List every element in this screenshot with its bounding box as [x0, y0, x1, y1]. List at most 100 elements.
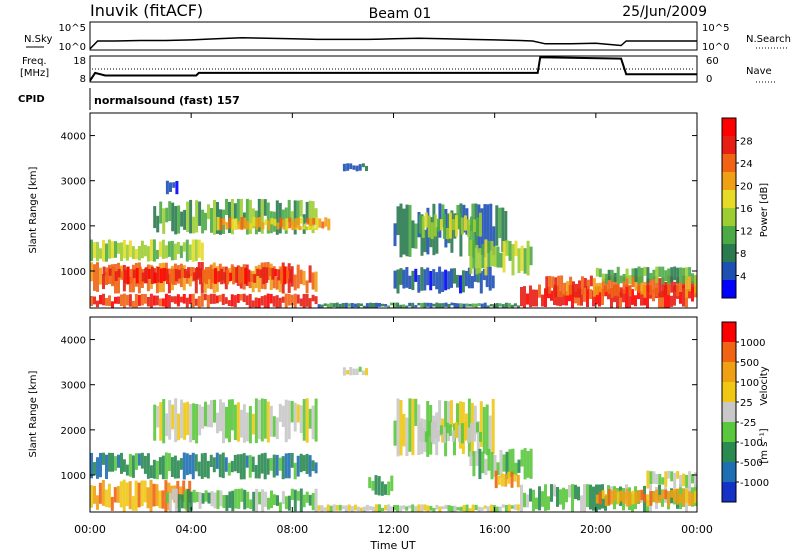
scatter-cell [694, 472, 697, 488]
scatter-cell [239, 409, 243, 438]
scatter-cell [188, 454, 192, 475]
scatter-cell [634, 295, 637, 307]
scatter-cell [634, 268, 638, 282]
scatter-cell [510, 471, 514, 488]
scatter-cell [451, 219, 455, 230]
scatter-cell [257, 399, 261, 440]
scatter-cell [177, 269, 181, 279]
scatter-cell [290, 453, 294, 468]
scatter-cell [314, 208, 318, 225]
scatter-cell [90, 452, 93, 479]
scatter-cell [315, 217, 319, 231]
scatter-cell [583, 484, 586, 512]
scatter-cell [435, 504, 439, 510]
scatter-cell [281, 209, 285, 228]
scatter-cell [498, 506, 502, 512]
scatter-cell [417, 504, 421, 512]
scatter-cell [467, 219, 470, 237]
scatter-cell [471, 303, 475, 308]
scatter-cell [505, 240, 509, 256]
scatter-cell [335, 505, 339, 511]
scatter-cell [504, 474, 508, 487]
scatter-cell [263, 452, 267, 480]
scatter-cell [673, 285, 676, 306]
scatter-cell [619, 291, 622, 308]
scatter-cell [108, 268, 112, 276]
scatter-cell [368, 477, 372, 489]
scatter-cell [234, 218, 238, 230]
scatter-cell [275, 200, 279, 235]
power-y-ticks: 4000 3000 2000 1000 [61, 132, 697, 278]
x-tick-label: 00:00 [74, 523, 106, 536]
scatter-cell [332, 504, 336, 511]
colorbar-tick-label: 20 [740, 182, 753, 193]
scatter-cell [215, 452, 219, 469]
colorbar-segment [722, 342, 736, 363]
colorbar-segment [722, 154, 736, 173]
scatter-cell [399, 505, 403, 512]
scatter-cell [649, 272, 653, 281]
scatter-cell [447, 303, 451, 308]
scatter-cell [182, 452, 186, 480]
scatter-cell [414, 398, 418, 426]
scatter-cell [232, 266, 236, 285]
scatter-cell [580, 495, 583, 512]
scatter-cell [174, 398, 178, 443]
scatter-cell [495, 303, 499, 308]
scatter-cell [183, 269, 187, 278]
scatter-cell [122, 479, 126, 512]
scatter-cell [282, 219, 286, 230]
scatter-cell [327, 218, 331, 231]
scatter-cell [123, 269, 127, 284]
scatter-cell [640, 267, 644, 283]
scatter-cell [442, 214, 446, 239]
scatter-cell [523, 286, 526, 308]
scatter-cell [167, 241, 171, 257]
scatter-cell [290, 294, 294, 306]
scatter-cell [346, 163, 350, 171]
scatter-cell [346, 370, 350, 375]
scatter-cell [242, 293, 246, 303]
scatter-cell [102, 266, 106, 276]
scatter-cell [146, 453, 150, 479]
scatter-cell [299, 405, 303, 433]
scatter-cell [372, 303, 375, 308]
scatter-cell [667, 491, 671, 507]
scatter-cell [254, 465, 258, 479]
scatter-cell [445, 422, 449, 434]
scatter-cell [643, 494, 647, 503]
scatter-cell [194, 268, 198, 294]
scatter-cell [628, 492, 632, 506]
scatter-cell [263, 295, 267, 308]
scatter-cell [502, 241, 506, 273]
scatter-cell [355, 165, 359, 172]
scatter-cell [128, 294, 132, 307]
scatter-cell [640, 291, 643, 306]
colorbar-segment [722, 226, 736, 245]
scatter-cell [140, 240, 144, 259]
scatter-cell [679, 267, 683, 283]
scatter-cell [254, 398, 258, 444]
scatter-cell [171, 404, 175, 430]
scatter-cell [275, 454, 279, 476]
scatter-cell [523, 448, 527, 480]
scatter-cell [194, 239, 198, 261]
scatter-cell [420, 303, 424, 308]
scatter-cell [96, 457, 99, 479]
scatter-cell [156, 267, 160, 283]
scatter-cell [442, 427, 446, 444]
scatter-cell [516, 504, 520, 511]
scatter-cell [472, 240, 476, 269]
scatter-cell [470, 276, 474, 289]
scatter-cell [375, 302, 378, 308]
scatter-cell [492, 226, 496, 256]
scatter-cell [317, 304, 321, 308]
scatter-cell [352, 165, 356, 170]
scatter-cell [165, 207, 169, 223]
scatter-cell [278, 297, 282, 308]
scatter-cell [246, 491, 250, 509]
scatter-cell [245, 455, 249, 468]
colorbar-tick-label: 12 [740, 227, 753, 238]
scatter-cell [150, 266, 154, 284]
scatter-cell [210, 400, 213, 428]
